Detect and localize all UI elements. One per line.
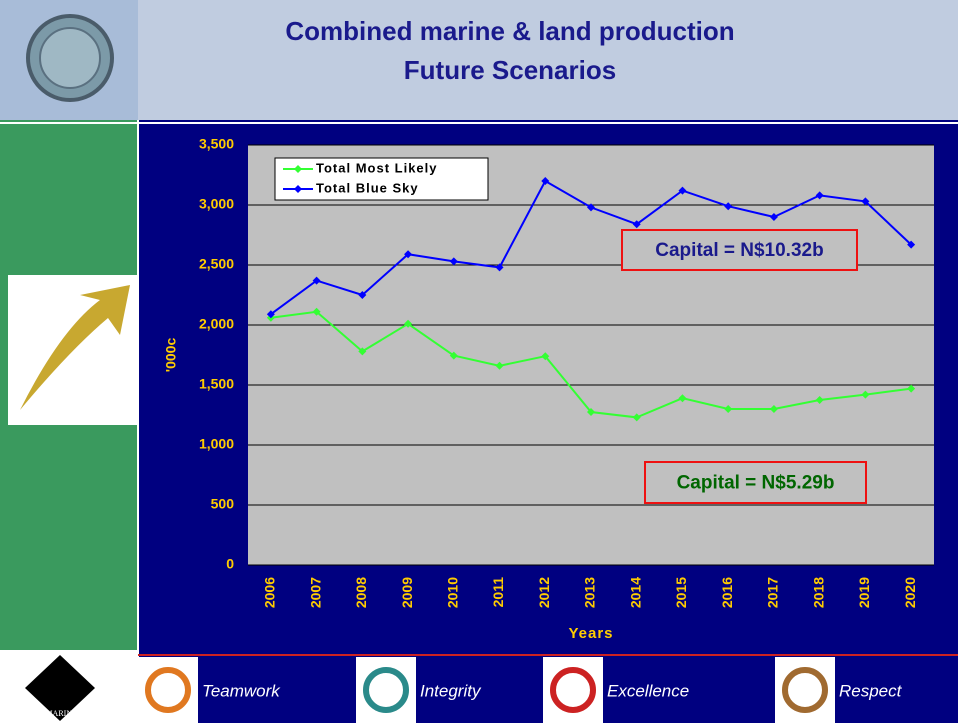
y-tick-label: 0 bbox=[226, 556, 234, 572]
value-icon bbox=[145, 667, 191, 713]
y-tick-label: 2,500 bbox=[199, 256, 234, 272]
legend-label: Total Most Likely bbox=[316, 160, 438, 175]
x-tick-label: 2008 bbox=[353, 577, 369, 608]
x-tick-label: 2007 bbox=[307, 577, 323, 608]
x-tick-label: 2012 bbox=[536, 577, 552, 608]
point bbox=[815, 396, 824, 404]
point bbox=[724, 405, 733, 413]
point bbox=[861, 390, 870, 399]
point bbox=[907, 384, 916, 393]
x-axis-label: Years bbox=[568, 625, 613, 642]
y-tick-label: 3,500 bbox=[199, 136, 234, 152]
point bbox=[815, 191, 824, 200]
x-tick-label: 2006 bbox=[262, 577, 278, 608]
point bbox=[541, 352, 550, 361]
point bbox=[678, 186, 687, 195]
y-tick-label: 2,000 bbox=[199, 316, 234, 332]
point bbox=[358, 347, 367, 356]
point bbox=[449, 351, 458, 360]
point bbox=[495, 263, 504, 272]
point bbox=[769, 405, 778, 413]
annotation: Capital = N$10.32b bbox=[655, 240, 823, 261]
legend-label: Total Blue Sky bbox=[316, 180, 419, 195]
x-tick-label: 2011 bbox=[490, 577, 506, 608]
value-label: Excellence bbox=[607, 681, 689, 700]
legend bbox=[274, 157, 489, 201]
company-logo bbox=[25, 655, 95, 721]
point bbox=[495, 361, 504, 370]
point bbox=[632, 220, 641, 229]
y-tick-label: 500 bbox=[211, 496, 235, 512]
value-label: Respect bbox=[839, 681, 903, 700]
point bbox=[358, 291, 367, 299]
annotation: Capital = N$5.29b bbox=[677, 473, 835, 494]
x-tick-label: 2009 bbox=[399, 577, 415, 608]
x-tick-label: 2019 bbox=[856, 577, 872, 608]
point bbox=[587, 203, 595, 212]
compass-face bbox=[39, 27, 101, 89]
legend-marker bbox=[294, 185, 302, 193]
x-tick-label: 2017 bbox=[765, 577, 781, 608]
title-line: Future Scenarios bbox=[404, 55, 616, 85]
value-label: Integrity bbox=[420, 681, 482, 700]
point bbox=[678, 394, 687, 403]
point bbox=[449, 257, 458, 266]
x-tick-label: 2016 bbox=[719, 577, 735, 608]
point bbox=[587, 408, 595, 416]
point bbox=[312, 276, 321, 285]
annotation-box bbox=[621, 229, 858, 271]
x-tick-label: 2014 bbox=[627, 577, 643, 608]
y-tick-label: 1,000 bbox=[199, 436, 234, 452]
title-banner bbox=[0, 0, 958, 120]
point bbox=[404, 319, 413, 328]
title-line: Combined marine & land production bbox=[285, 16, 734, 46]
point bbox=[861, 197, 870, 206]
point bbox=[907, 240, 916, 249]
point bbox=[404, 250, 413, 259]
legend-marker bbox=[294, 165, 302, 173]
point bbox=[312, 307, 321, 316]
x-tick-label: 2015 bbox=[673, 577, 689, 608]
annotation-box bbox=[644, 461, 867, 504]
point bbox=[266, 310, 275, 319]
point bbox=[632, 413, 641, 422]
value-icon bbox=[363, 667, 409, 713]
y-tick-label: 1,500 bbox=[199, 376, 234, 392]
company-name: DE BEERS MARINE NAMIBIA bbox=[6, 709, 114, 718]
y-tick-label: 3,000 bbox=[199, 196, 234, 212]
x-tick-label: 2018 bbox=[810, 577, 826, 608]
x-tick-label: 2013 bbox=[582, 577, 598, 608]
point bbox=[541, 177, 550, 185]
x-tick-label: 2020 bbox=[902, 577, 918, 608]
x-tick-label: 2010 bbox=[445, 577, 461, 608]
point bbox=[724, 202, 733, 211]
value-label: Teamwork bbox=[202, 681, 281, 700]
arrow-icon bbox=[20, 285, 130, 410]
value-icon bbox=[782, 667, 828, 713]
y-axis-label: '000c bbox=[163, 338, 179, 373]
point bbox=[769, 213, 778, 221]
value-icon bbox=[550, 667, 596, 713]
